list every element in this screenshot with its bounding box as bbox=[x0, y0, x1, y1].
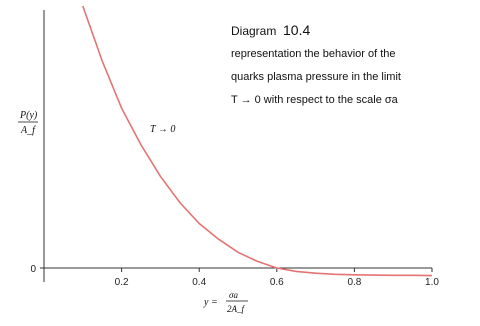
y-axis-label: P(y) A_f bbox=[18, 110, 38, 136]
x-tick-label: 0.8 bbox=[347, 277, 361, 288]
diagram-label: Diagram bbox=[231, 24, 276, 38]
y-tick-group: 0 bbox=[30, 264, 44, 275]
series-line bbox=[82, 5, 433, 277]
description-line-1: representation the behavior of the bbox=[231, 48, 396, 60]
xlabel-lhs: y = bbox=[203, 297, 218, 308]
x-tick-label: 0.2 bbox=[115, 277, 129, 288]
xlabel-numerator: σa bbox=[229, 290, 238, 300]
x-tick-label: 0.6 bbox=[270, 277, 284, 288]
description-line-3: T → 0 with respect to the scale σa bbox=[231, 94, 399, 106]
description-line-2: quarks plasma pressure in the limit bbox=[231, 71, 401, 83]
ylabel-numerator: P(y) bbox=[19, 110, 38, 121]
ylabel-denominator: A_f bbox=[20, 125, 36, 136]
x-tick-label: 0.4 bbox=[192, 277, 206, 288]
x-tick-label: 1.0 bbox=[425, 277, 439, 288]
xlabel-denominator: 2A_f bbox=[227, 304, 245, 314]
curve-label: T → 0 bbox=[150, 124, 175, 135]
x-axis-label: y = σa 2A_f bbox=[203, 290, 248, 314]
diagram-number: 10.4 bbox=[283, 22, 310, 38]
x-tick-group: 0.2 0.4 0.6 0.8 1.0 bbox=[115, 268, 439, 288]
y-tick-label: 0 bbox=[30, 264, 36, 275]
